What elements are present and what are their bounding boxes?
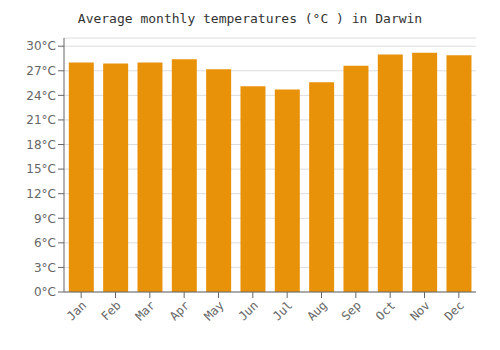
svg-text:Dec: Dec (442, 298, 467, 323)
svg-text:27°C: 27°C (26, 64, 56, 78)
svg-text:24°C: 24°C (26, 89, 56, 103)
svg-text:Oct: Oct (373, 298, 398, 323)
svg-text:30°C: 30°C (26, 39, 56, 53)
svg-text:0°C: 0°C (34, 285, 56, 299)
svg-text:6°C: 6°C (34, 236, 56, 250)
html-text:Average monthly temperatures (: Average monthly temperatures (°C ) in Da… (77, 11, 423, 26)
svg-text:Aug: Aug (304, 298, 329, 323)
svg-text:Jun: Jun (236, 298, 261, 323)
svg-text:12°C: 12°C (26, 187, 56, 201)
svg-text:15°C: 15°C (26, 162, 56, 176)
svg-text:3°C: 3°C (34, 261, 56, 275)
svg-text:Apr: Apr (167, 298, 192, 323)
svg-text:Mar: Mar (133, 298, 158, 323)
svg-text:Jul: Jul (270, 298, 295, 323)
svg-text:18°C: 18°C (26, 138, 56, 152)
svg-text:Nov: Nov (407, 298, 432, 323)
svg-text:Feb: Feb (98, 298, 123, 323)
svg-text:Sep: Sep (339, 298, 364, 323)
svg-text:May: May (201, 298, 226, 323)
svg-text:Jan: Jan (64, 298, 89, 323)
svg-text:9°C: 9°C (34, 212, 56, 226)
svg-text:21°C: 21°C (26, 113, 56, 127)
